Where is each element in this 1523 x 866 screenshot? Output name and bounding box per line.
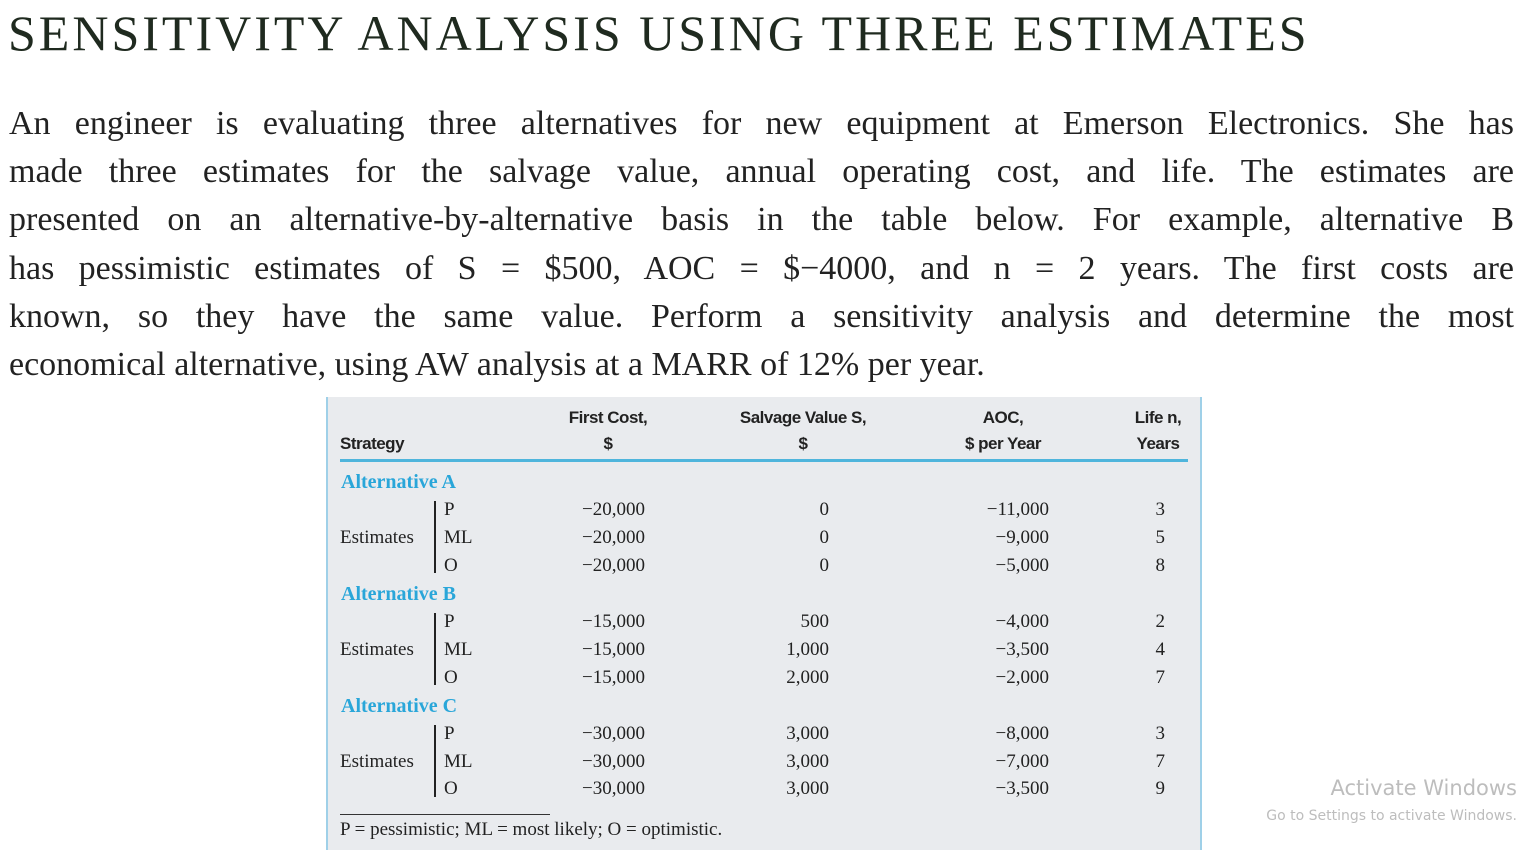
paragraph-line: has pessimistic estimates of S = $500, A… [9, 249, 1514, 287]
cell-salvage: 0 [819, 499, 830, 520]
estimate-type: O [444, 555, 458, 576]
cell-aoc: −5,000 [995, 555, 1049, 576]
estimates-label: Estimates [340, 639, 414, 660]
cell-salvage: 500 [800, 611, 830, 632]
header-salvage: Salvage Value S, $ [718, 405, 888, 457]
estimate-type: O [444, 667, 458, 688]
page-title: SENSITIVITY ANALYSIS USING THREE ESTIMAT… [8, 5, 1310, 61]
cell-aoc: −3,500 [995, 778, 1049, 799]
cell-life: 3 [1155, 723, 1166, 744]
estimate-type: O [444, 778, 458, 799]
cell-aoc: −7,000 [995, 751, 1049, 772]
estimate-type: ML [444, 639, 473, 660]
header-strategy: Strategy [340, 434, 405, 453]
cell-salvage: 3,000 [786, 723, 829, 744]
cell-life: 7 [1155, 667, 1166, 688]
cell-life: 7 [1155, 751, 1166, 772]
cell-aoc: −11,000 [986, 499, 1049, 520]
activation-watermark-title: Activate Windows [1330, 776, 1517, 800]
estimates-bracket [434, 613, 436, 685]
cell-salvage: 3,000 [786, 778, 829, 799]
footnote: P = pessimistic; ML = most likely; O = o… [340, 819, 723, 840]
header-life: Life n, Years [1118, 405, 1198, 457]
cell-life: 4 [1155, 639, 1166, 660]
estimate-type: ML [444, 751, 473, 772]
estimates-table: Strategy First Cost, $ Salvage Value S, $ … [326, 397, 1202, 850]
cell-aoc: −8,000 [995, 723, 1049, 744]
header-line: Salvage Value S, [739, 408, 867, 427]
cell-aoc: −9,000 [995, 527, 1049, 548]
cell-life: 2 [1155, 611, 1166, 632]
cell-aoc: −2,000 [995, 667, 1049, 688]
estimates-label: Estimates [340, 527, 414, 548]
alternative-heading: Alternative C [341, 695, 458, 717]
cell-first-cost: −30,000 [582, 778, 645, 799]
paragraph-line: economical alternative, using AW analysi… [9, 346, 985, 384]
estimates-label: Estimates [340, 751, 414, 772]
paragraph-line: made three estimates for the salvage val… [9, 153, 1514, 191]
estimate-type: ML [444, 527, 473, 548]
alternative-heading: Alternative A [341, 471, 456, 493]
cell-first-cost: −15,000 [582, 611, 645, 632]
cell-salvage: 3,000 [786, 751, 829, 772]
cell-first-cost: −15,000 [582, 667, 645, 688]
paragraph-line: known, so they have the same value. Perf… [9, 297, 1514, 335]
estimates-bracket [434, 501, 436, 573]
cell-aoc: −3,500 [995, 639, 1049, 660]
cell-first-cost: −15,000 [582, 639, 645, 660]
estimates-bracket [434, 725, 436, 797]
paragraph-line: An engineer is evaluating three alternat… [9, 105, 1514, 142]
estimate-type: P [444, 499, 455, 520]
header-rule [340, 459, 1188, 462]
cell-first-cost: −20,000 [582, 499, 645, 520]
cell-salvage: 0 [819, 555, 830, 576]
header-line: $ per Year [965, 434, 1041, 453]
header-line: Life n, [1134, 408, 1182, 427]
activation-watermark-subtitle: Go to Settings to activate Windows. [1266, 808, 1517, 824]
header-first-cost: First Cost, $ [538, 405, 678, 457]
header-line: $ [603, 434, 613, 453]
cell-salvage: 1,000 [786, 639, 829, 660]
cell-salvage: 2,000 [786, 667, 829, 688]
cell-first-cost: −30,000 [582, 751, 645, 772]
header-line: $ [798, 434, 808, 453]
header-line: Years [1136, 434, 1180, 453]
cell-salvage: 0 [819, 527, 830, 548]
cell-life: 9 [1155, 778, 1166, 799]
cell-life: 8 [1155, 555, 1166, 576]
cell-life: 5 [1155, 527, 1166, 548]
header-line: AOC, [982, 408, 1024, 427]
header-aoc: AOC, $ per Year [938, 405, 1068, 457]
alternative-heading: Alternative B [341, 583, 456, 605]
paragraph-line: presented on an alternative-by-alternati… [9, 201, 1514, 239]
footnote-rule [340, 814, 550, 815]
cell-life: 3 [1155, 499, 1166, 520]
cell-first-cost: −30,000 [582, 723, 645, 744]
cell-aoc: −4,000 [995, 611, 1049, 632]
cell-first-cost: −20,000 [582, 555, 645, 576]
header-line: First Cost, [568, 408, 648, 427]
estimate-type: P [444, 611, 455, 632]
cell-first-cost: −20,000 [582, 527, 645, 548]
estimate-type: P [444, 723, 455, 744]
problem-paragraph: An engineer is evaluating three alternat… [9, 100, 1514, 389]
